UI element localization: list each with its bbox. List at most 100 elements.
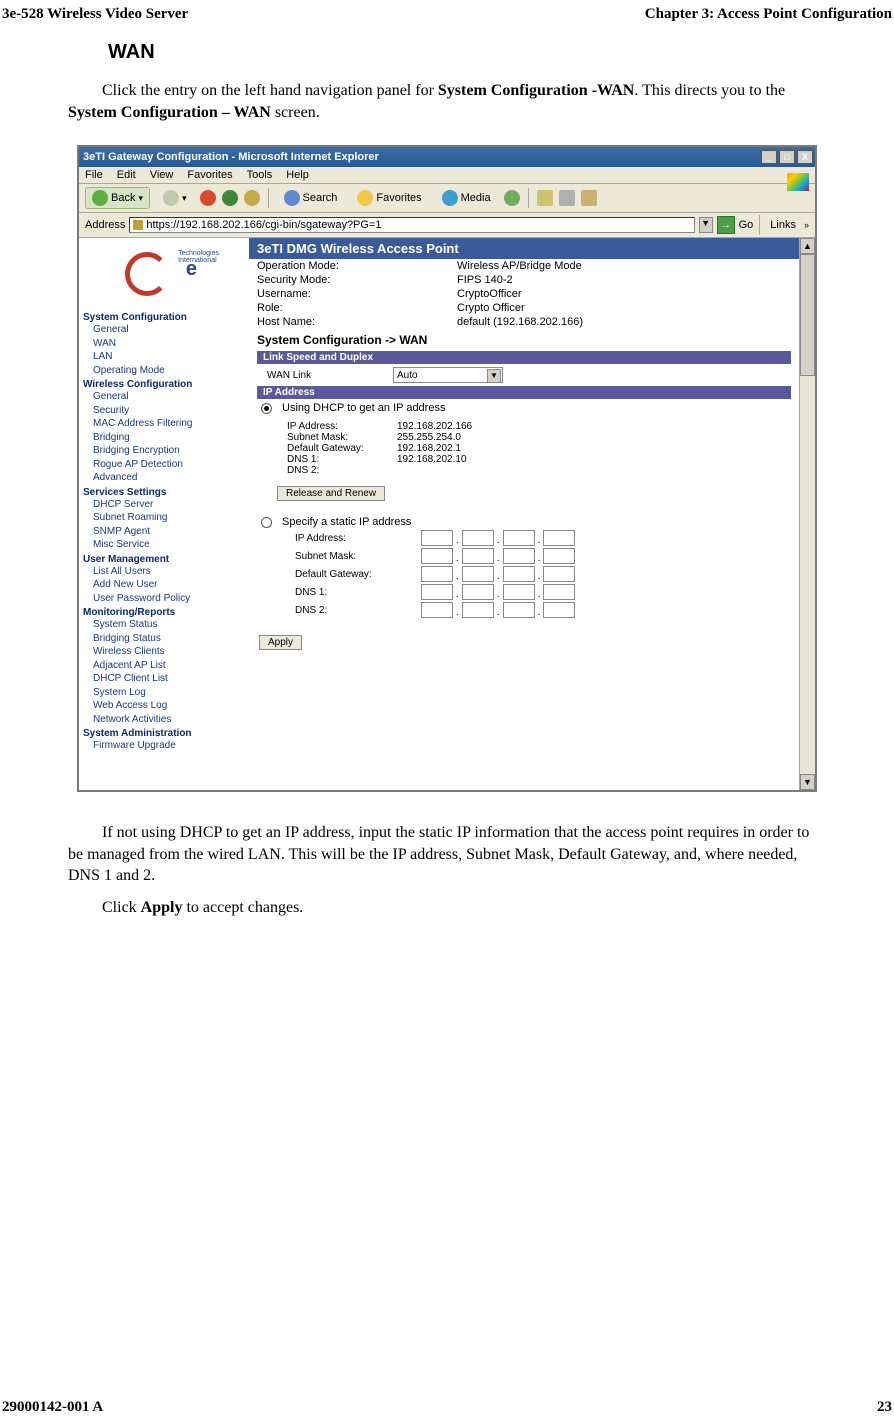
refresh-icon[interactable] bbox=[222, 190, 238, 206]
window-titlebar: 3eTI Gateway Configuration - Microsoft I… bbox=[79, 147, 815, 167]
search-button[interactable]: Search bbox=[277, 187, 345, 209]
nav-brstat[interactable]: Bridging Status bbox=[83, 632, 245, 646]
window-buttons: _ □ X bbox=[761, 150, 813, 164]
secmode-label: Security Mode: bbox=[257, 274, 457, 286]
release-renew-button[interactable]: Release and Renew bbox=[277, 486, 385, 501]
menu-edit[interactable]: Edit bbox=[117, 169, 136, 181]
minimize-button[interactable]: _ bbox=[761, 150, 777, 164]
breadcrumb: System Configuration -> WAN bbox=[249, 329, 799, 349]
static-dns1-input[interactable]: ... bbox=[421, 584, 575, 600]
menu-view[interactable]: View bbox=[150, 169, 174, 181]
nav-wclients[interactable]: Wireless Clients bbox=[83, 645, 245, 659]
nav-wgeneral[interactable]: General bbox=[83, 390, 245, 404]
nav-bridging[interactable]: Bridging bbox=[83, 431, 245, 445]
edit-icon[interactable] bbox=[581, 190, 597, 206]
menu-help[interactable]: Help bbox=[286, 169, 309, 181]
page-content: WAN Click the entry on the left hand nav… bbox=[0, 41, 894, 919]
favorites-button[interactable]: Favorites bbox=[350, 187, 428, 209]
go-label: Go bbox=[739, 219, 754, 231]
user-label: Username: bbox=[257, 288, 457, 300]
ie-logo-icon bbox=[787, 173, 809, 191]
history-icon[interactable] bbox=[504, 190, 520, 206]
nav-opmode[interactable]: Operating Mode bbox=[83, 364, 245, 378]
nav-adduser[interactable]: Add New User bbox=[83, 578, 245, 592]
apply-button[interactable]: Apply bbox=[259, 635, 302, 650]
nav-sidebar: e TechnologiesInternational System Confi… bbox=[79, 238, 249, 790]
nav-heading-svc: Services Settings bbox=[83, 487, 245, 498]
print-icon[interactable] bbox=[559, 190, 575, 206]
scroll-thumb[interactable] bbox=[800, 254, 815, 774]
radio-dhcp-label: Using DHCP to get an IP address bbox=[282, 402, 445, 414]
host-value: default (192.168.202.166) bbox=[457, 316, 583, 328]
nav-rogue[interactable]: Rogue AP Detection bbox=[83, 458, 245, 472]
forward-icon bbox=[163, 190, 179, 206]
nav-adjap[interactable]: Adjacent AP List bbox=[83, 659, 245, 673]
menu-tools[interactable]: Tools bbox=[247, 169, 273, 181]
radio-static[interactable] bbox=[261, 517, 272, 528]
forward-button[interactable]: ▾ bbox=[156, 187, 194, 209]
ip-label: IP Address: bbox=[287, 421, 397, 432]
nav-wan[interactable]: WAN bbox=[83, 337, 245, 351]
nav-snmp[interactable]: SNMP Agent bbox=[83, 525, 245, 539]
ip-value: 192.168.202.166 bbox=[397, 421, 472, 432]
media-button[interactable]: Media bbox=[435, 187, 498, 209]
p1-c: . This directs you to the bbox=[634, 82, 785, 99]
back-button[interactable]: Back▾ bbox=[85, 187, 150, 209]
nav-dhcps[interactable]: DHCP Server bbox=[83, 498, 245, 512]
nav-dhcpcl[interactable]: DHCP Client List bbox=[83, 672, 245, 686]
static-dns2-input[interactable]: ... bbox=[421, 602, 575, 618]
stop-icon[interactable] bbox=[200, 190, 216, 206]
menu-favorites[interactable]: Favorites bbox=[187, 169, 232, 181]
static-dns1-label: DNS 1: bbox=[295, 587, 415, 598]
nav-netact[interactable]: Network Activities bbox=[83, 713, 245, 727]
nav-pwpolicy[interactable]: User Password Policy bbox=[83, 592, 245, 606]
nav-subroam[interactable]: Subnet Roaming bbox=[83, 511, 245, 525]
nav-fw[interactable]: Firmware Upgrade bbox=[83, 739, 245, 753]
radio-dhcp[interactable] bbox=[261, 403, 272, 414]
chevron-down-icon: ▾ bbox=[182, 193, 187, 204]
go-button[interactable]: → bbox=[717, 216, 735, 234]
p2-text: If not using DHCP to get an IP address, … bbox=[68, 824, 809, 884]
mask-label: Subnet Mask: bbox=[287, 432, 397, 443]
separator bbox=[759, 215, 760, 235]
nav-adv[interactable]: Advanced bbox=[83, 471, 245, 485]
static-mask-input[interactable]: ... bbox=[421, 548, 575, 564]
para2: If not using DHCP to get an IP address, … bbox=[68, 822, 826, 887]
nav-lan[interactable]: LAN bbox=[83, 350, 245, 364]
host-label: Host Name: bbox=[257, 316, 457, 328]
maximize-button[interactable]: □ bbox=[779, 150, 795, 164]
p1-b: System Configuration -WAN bbox=[438, 82, 634, 99]
header-left: 3e-528 Wireless Video Server bbox=[2, 6, 188, 23]
nav-weblog[interactable]: Web Access Log bbox=[83, 699, 245, 713]
page-footer: 29000142-001 A 23 bbox=[2, 1399, 892, 1416]
separator bbox=[528, 188, 529, 208]
nav-security[interactable]: Security bbox=[83, 404, 245, 418]
address-input[interactable]: https://192.168.202.166/cgi-bin/sgateway… bbox=[129, 217, 694, 233]
home-icon[interactable] bbox=[244, 190, 260, 206]
static-gw-input[interactable]: ... bbox=[421, 566, 575, 582]
back-label: Back bbox=[111, 192, 135, 204]
scroll-down-button[interactable]: ▼ bbox=[800, 774, 815, 790]
static-ip-input[interactable]: ... bbox=[421, 530, 575, 546]
nav-misc[interactable]: Misc Service bbox=[83, 538, 245, 552]
opmode-label: Operation Mode: bbox=[257, 260, 457, 272]
role-value: Crypto Officer bbox=[457, 302, 525, 314]
scroll-up-button[interactable]: ▲ bbox=[800, 238, 815, 254]
vertical-scrollbar[interactable]: ▲ ▼ bbox=[799, 238, 815, 790]
nav-listusers[interactable]: List All Users bbox=[83, 565, 245, 579]
toolbar: Back▾ ▾ Search Favorites Media bbox=[79, 184, 815, 213]
menu-file[interactable]: File bbox=[85, 169, 103, 181]
nav-brenc[interactable]: Bridging Encryption bbox=[83, 444, 245, 458]
mail-icon[interactable] bbox=[537, 190, 553, 206]
nav-general[interactable]: General bbox=[83, 323, 245, 337]
menu-bar: File Edit View Favorites Tools Help bbox=[79, 167, 815, 184]
nav-sysstat[interactable]: System Status bbox=[83, 618, 245, 632]
wanlink-select[interactable]: Auto bbox=[393, 367, 503, 383]
close-button[interactable]: X bbox=[797, 150, 813, 164]
secmode-value: FIPS 140-2 bbox=[457, 274, 513, 286]
links-label[interactable]: Links bbox=[766, 219, 800, 231]
nav-syslog[interactable]: System Log bbox=[83, 686, 245, 700]
address-dropdown[interactable]: ▼ bbox=[699, 217, 713, 233]
static-mask-label: Subnet Mask: bbox=[295, 551, 415, 562]
nav-macfilt[interactable]: MAC Address Filtering bbox=[83, 417, 245, 431]
